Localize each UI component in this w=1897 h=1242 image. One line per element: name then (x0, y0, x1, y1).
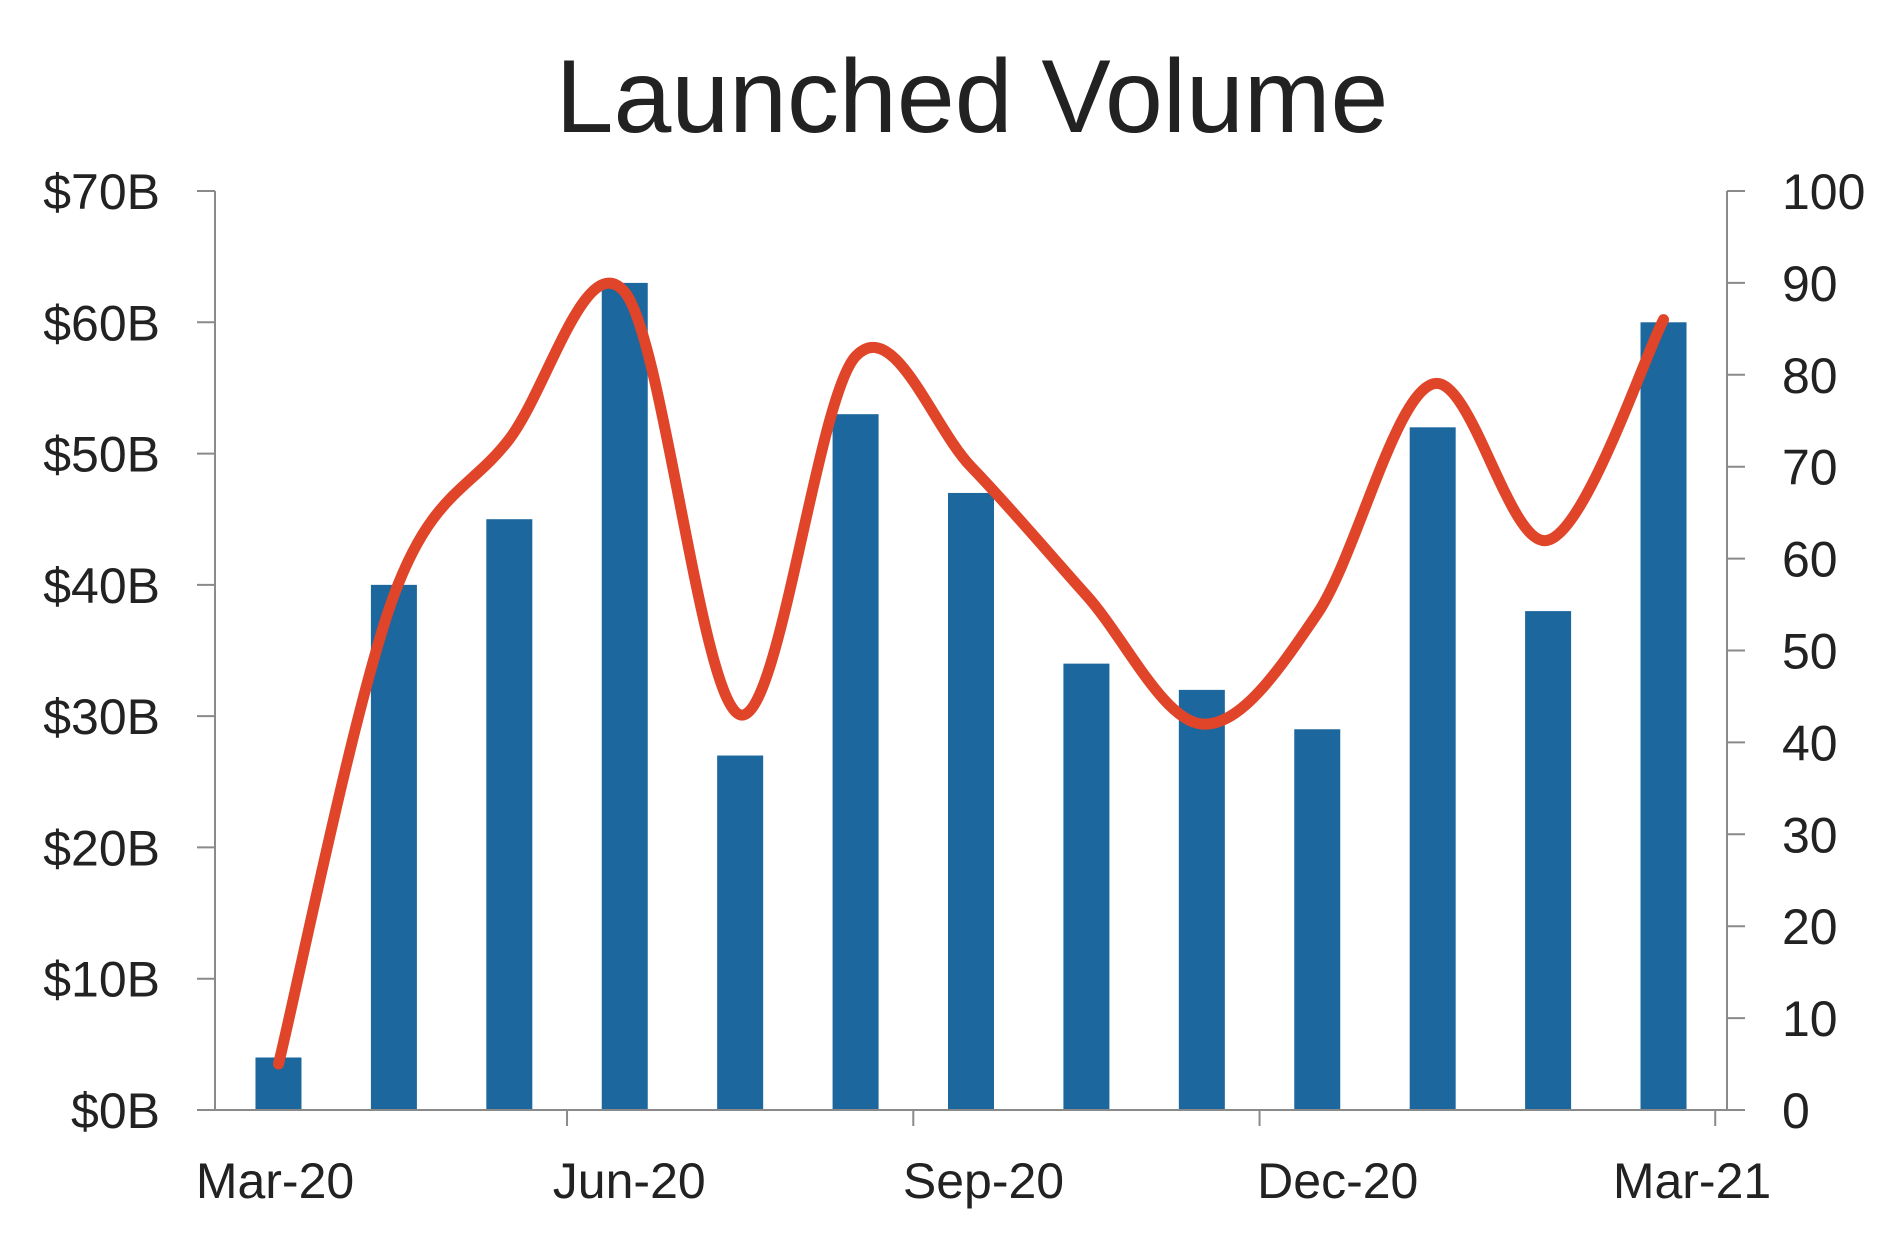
line-series (272, 277, 1670, 1070)
count-line (272, 277, 1670, 1070)
bar-Apr-20 (370, 584, 417, 1110)
right-tick-label: 10 (1782, 991, 1838, 1047)
right-tick-label: 0 (1782, 1083, 1810, 1139)
bar-May-20 (486, 519, 533, 1110)
right-tick-label: 30 (1782, 807, 1838, 863)
bar-Nov-20 (1178, 689, 1225, 1110)
x-tick-label: Mar-21 (1613, 1153, 1771, 1209)
bar-Oct-20 (1063, 663, 1110, 1110)
axes: $0B $10B $20B $30B $40B $50B $60B $70B 0 10 20 30 40… (43, 164, 1865, 1209)
bar-series (255, 282, 1687, 1111)
right-tick-label: 80 (1782, 348, 1838, 404)
left-tick-label: $0B (71, 1083, 160, 1139)
left-tick-label: $20B (43, 820, 160, 876)
left-tick-label: $30B (43, 689, 160, 745)
right-tick-label: 100 (1782, 164, 1865, 220)
right-tick-label: 60 (1782, 532, 1838, 588)
left-tick-label: $50B (43, 427, 160, 483)
bar-Dec-20 (1294, 729, 1341, 1110)
right-tick-label: 40 (1782, 715, 1838, 771)
bar-Jul-20 (717, 755, 764, 1110)
right-tick-label: 90 (1782, 256, 1838, 312)
bar-Feb-21 (1525, 611, 1572, 1110)
x-tick-label: Mar-20 (196, 1153, 354, 1209)
chart-title: Launched Volume (556, 39, 1389, 155)
bar-Aug-20 (832, 414, 879, 1111)
left-tick-label: $70B (43, 164, 160, 220)
x-tick-label: Dec-20 (1257, 1153, 1418, 1209)
bar-Jan-21 (1409, 427, 1456, 1110)
x-tick-label: Jun-20 (553, 1153, 706, 1209)
right-tick-label: 50 (1782, 624, 1838, 680)
bar-Mar-21 (1640, 322, 1687, 1110)
right-tick-label: 20 (1782, 899, 1838, 955)
left-tick-label: $40B (43, 558, 160, 614)
bar-Sep-20 (948, 492, 994, 1110)
bar-Jun-20 (601, 282, 648, 1110)
left-tick-label: $10B (43, 952, 160, 1008)
x-tick-label: Sep-20 (903, 1153, 1064, 1209)
right-tick-label: 70 (1782, 440, 1838, 496)
left-tick-label: $60B (43, 295, 160, 351)
